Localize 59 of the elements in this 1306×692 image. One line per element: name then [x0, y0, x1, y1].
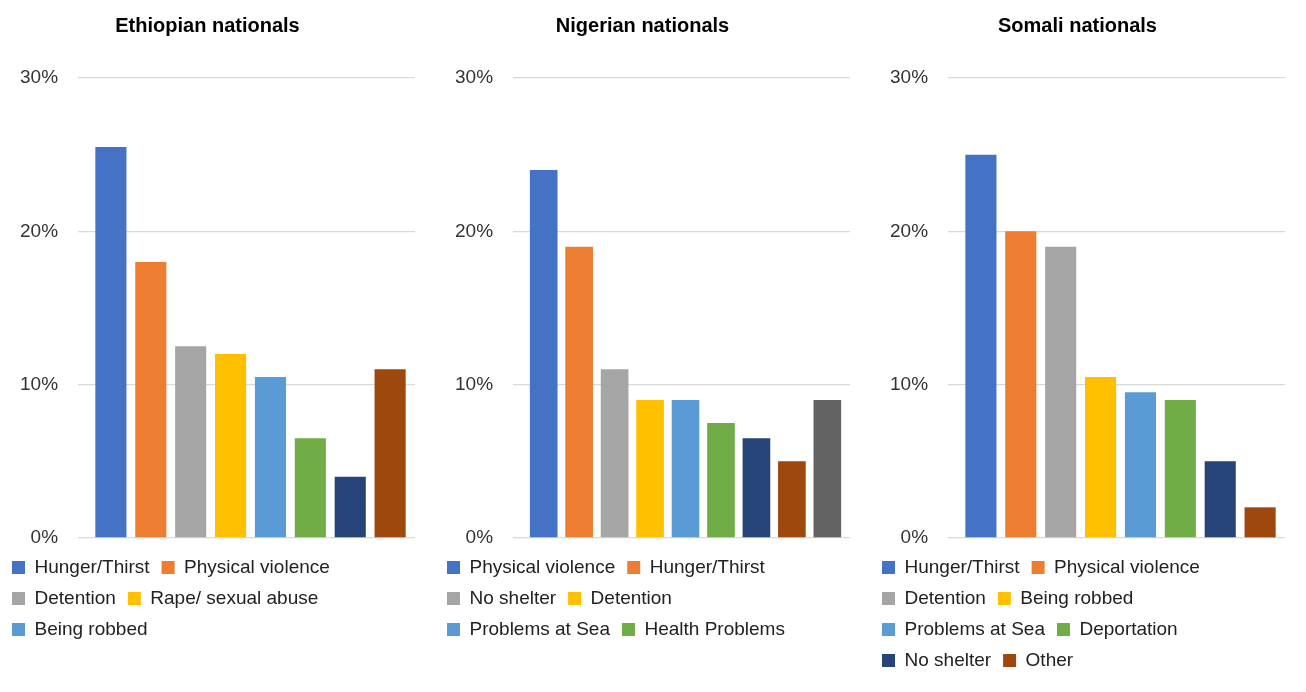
y-tick-label: 20% [890, 219, 929, 241]
legend-label: Rape/ sexual abuse [150, 586, 319, 608]
bar [1164, 400, 1196, 538]
bar [374, 369, 406, 538]
bar [1005, 231, 1037, 538]
legend-label: Problems at Sea [469, 617, 611, 639]
y-tick-label: 0% [900, 526, 929, 548]
bar [529, 170, 558, 538]
chart-title: Ethiopian nationals [115, 13, 300, 36]
y-tick-label: 10% [20, 372, 59, 394]
legend-label: No shelter [904, 648, 992, 670]
legend-label: Being robbed [34, 617, 148, 639]
legend-label: Problems at Sea [904, 617, 1046, 639]
bar [215, 354, 247, 538]
bar [636, 400, 664, 538]
bar [671, 400, 700, 538]
legend-label: Detention [590, 586, 672, 608]
bar [1085, 377, 1117, 538]
bar [707, 423, 735, 538]
bar [742, 438, 771, 538]
bar [135, 262, 167, 538]
y-tick-label: 30% [20, 66, 59, 88]
bar [778, 461, 806, 538]
bar [254, 377, 287, 538]
legend-label: Hunger/Thirst [34, 555, 151, 577]
bar [813, 400, 842, 538]
bar [965, 154, 997, 538]
y-tick-label: 20% [455, 219, 494, 241]
y-tick-label: 0% [30, 526, 59, 548]
chart-title: Nigerian nationals [555, 13, 730, 36]
legend-label: Hunger/Thirst [904, 555, 1021, 577]
bar [95, 147, 127, 538]
bar [1244, 507, 1276, 538]
bar [334, 476, 366, 538]
bar [600, 369, 629, 538]
y-tick-label: 0% [465, 526, 494, 548]
bar [1124, 392, 1157, 538]
y-tick-label: 10% [455, 372, 494, 394]
legend-label: Physical violence [184, 555, 330, 577]
bar [565, 246, 593, 538]
legend-label: Physical violence [1054, 555, 1200, 577]
legend-label: Being robbed [1020, 586, 1134, 608]
legend-label: Detention [34, 586, 116, 608]
legend-label: Other [1025, 648, 1074, 670]
legend-label: Physical violence [469, 555, 616, 577]
y-tick-label: 20% [20, 219, 59, 241]
legend-label: Deportation [1079, 617, 1178, 639]
bar [1045, 246, 1077, 538]
y-tick-label: 30% [890, 66, 929, 88]
y-tick-label: 10% [890, 372, 929, 394]
legend-label: Detention [904, 586, 986, 608]
bar [1204, 461, 1236, 538]
legend-label: Hunger/Thirst [649, 555, 766, 577]
legend-label: Health Problems [644, 617, 785, 639]
bar [294, 438, 326, 538]
legend-label: No shelter [469, 586, 557, 608]
y-tick-label: 30% [455, 66, 494, 88]
chart-title: Somali nationals [998, 13, 1157, 36]
bar [175, 346, 207, 538]
